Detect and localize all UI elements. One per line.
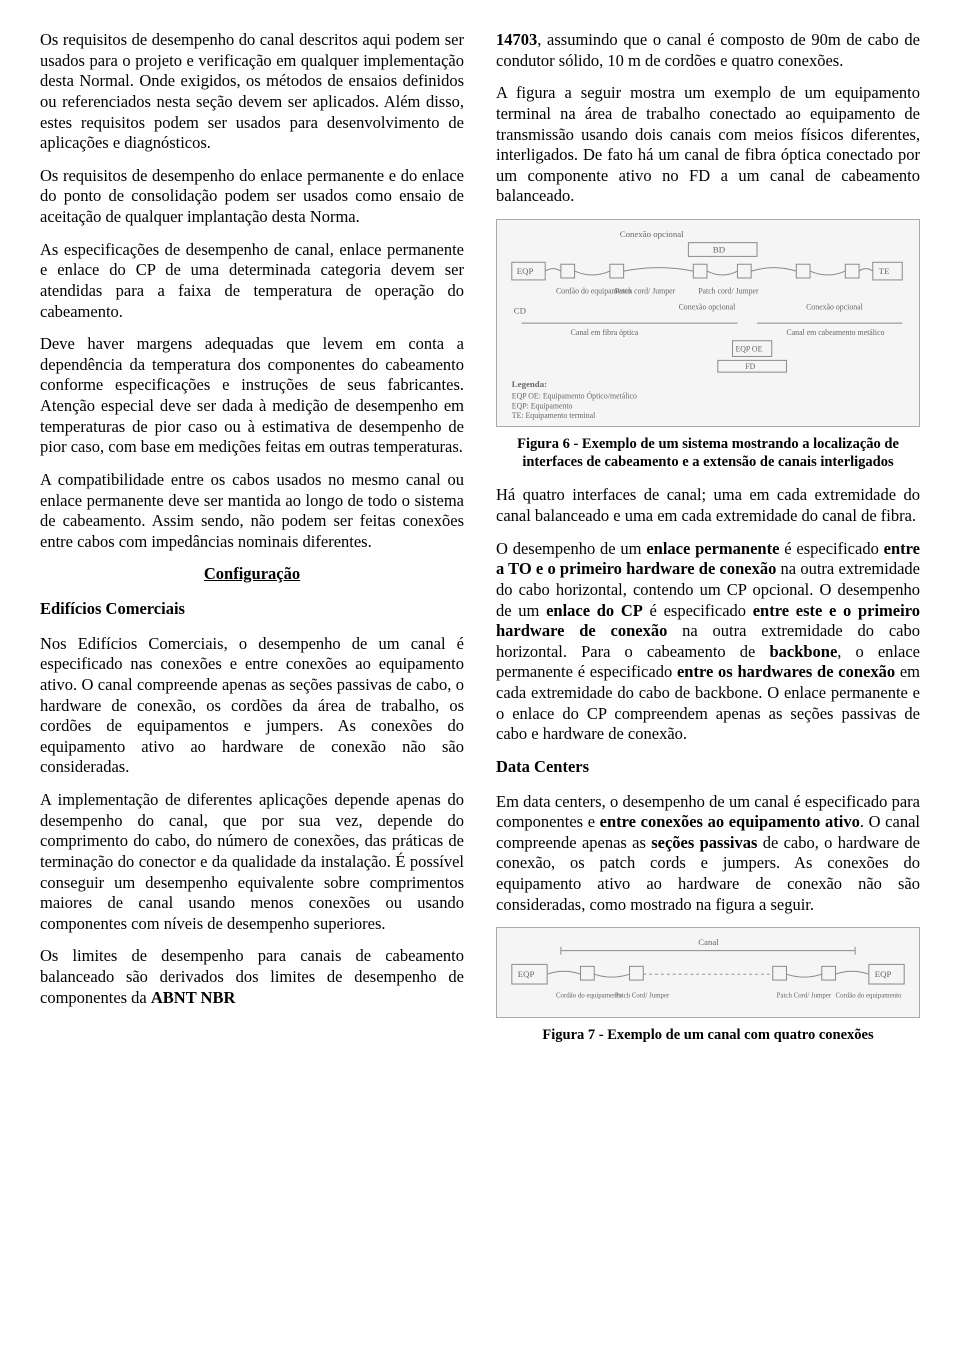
paragraph: 14703, assumindo que o canal é composto … (496, 30, 920, 71)
section-title-configuracao: Configuração (40, 564, 464, 585)
figure-7-diagram: Canal EQP EQP (496, 927, 920, 1017)
figure-6-diagram: Conexão opcional BD EQP TE (496, 219, 920, 427)
label-bd: BD (713, 244, 726, 254)
label-canal: Canal (698, 937, 719, 947)
label-patch-1: Patch cord/ Jumper (615, 287, 676, 296)
two-column-layout: Os requisitos de desempenho do canal des… (40, 30, 920, 1044)
label-patch-7a: Patch Cord/ Jumper (615, 993, 670, 1000)
label-fd: FD (745, 362, 755, 371)
paragraph: A compatibilidade entre os cabos usados … (40, 470, 464, 553)
label-eqp-left-7: EQP (518, 969, 535, 979)
label-conexao-opcional-2: Conexão opcional (679, 302, 737, 311)
text-run: é especificado (779, 539, 883, 558)
figure-6-caption: Figura 6 - Exemplo de um sistema mostran… (496, 435, 920, 471)
legend-line-3: TE: Equipamento terminal (512, 411, 596, 420)
label-cordao-7b: Cordão do equipamento (836, 993, 902, 1000)
right-column: 14703, assumindo que o canal é composto … (496, 30, 920, 1044)
paragraph: A figura a seguir mostra um exemplo de u… (496, 83, 920, 207)
paragraph: Os requisitos de desempenho do canal des… (40, 30, 464, 154)
legend-line-2: EQP: Equipamento (512, 401, 573, 410)
paragraph: As especificações de desempenho de canal… (40, 240, 464, 323)
bold-run: enlace do CP (546, 601, 643, 620)
label-cd: CD (514, 305, 527, 315)
paragraph: O desempenho de um enlace permanente é e… (496, 539, 920, 745)
figure-6-svg: Conexão opcional BD EQP TE (502, 225, 914, 421)
figure-7-svg: Canal EQP EQP (502, 933, 914, 1011)
label-legenda: Legenda: (512, 379, 547, 389)
paragraph: Em data centers, o desempenho de um cana… (496, 792, 920, 916)
paragraph: Deve haver margens adequadas que levem e… (40, 334, 464, 458)
paragraph: Os limites de desempenho para canais de … (40, 946, 464, 1008)
bold-run: entre conexões ao equipamento ativo (600, 812, 860, 831)
label-conexao-opcional-3: Conexão opcional (806, 302, 864, 311)
bold-run: 14703 (496, 30, 537, 49)
bold-run: ABNT NBR (151, 988, 236, 1007)
label-eqp-oe-box: EQP OE (735, 345, 762, 354)
label-cordao-7a: Cordão do equipamento (556, 993, 622, 1000)
figure-7: Canal EQP EQP (496, 927, 920, 1017)
bold-run: seções passivas (651, 833, 757, 852)
label-eqp-right-7: EQP (875, 969, 892, 979)
label-eqp-left: EQP (517, 266, 534, 276)
label-patch-2: Patch cord/ Jumper (698, 287, 759, 296)
text-run: O desempenho de um (496, 539, 646, 558)
paragraph: Há quatro interfaces de canal; uma em ca… (496, 485, 920, 526)
label-te: TE (879, 266, 890, 276)
figure-7-caption: Figura 7 - Exemplo de um canal com quatr… (496, 1026, 920, 1044)
left-column: Os requisitos de desempenho do canal des… (40, 30, 464, 1044)
paragraph: Os requisitos de desempenho do enlace pe… (40, 166, 464, 228)
label-conexao-opcional: Conexão opcional (620, 229, 684, 239)
subsection-title-datacenters: Data Centers (496, 757, 920, 778)
legend-line-1: EQP OE: Equipamento Óptico/metálico (512, 391, 637, 401)
text-run: é especificado (643, 601, 753, 620)
figure-6: Conexão opcional BD EQP TE (496, 219, 920, 427)
label-canal-fibra: Canal em fibra óptica (571, 328, 639, 337)
paragraph: Nos Edifícios Comerciais, o desempenho d… (40, 634, 464, 778)
label-canal-metalico: Canal em cabeamento metálico (786, 328, 884, 337)
bold-run: backbone (769, 642, 837, 661)
subsection-title-edificios: Edifícios Comerciais (40, 599, 464, 620)
label-patch-7b: Patch Cord/ Jumper (777, 993, 832, 1000)
bold-run: entre os hardwares de conexão (677, 662, 895, 681)
paragraph: A implementação de diferentes aplicações… (40, 790, 464, 934)
text-run: Os limites de desempenho para canais de … (40, 946, 464, 1006)
bold-run: enlace permanente (646, 539, 779, 558)
text-run: , assumindo que o canal é composto de 90… (496, 30, 920, 70)
